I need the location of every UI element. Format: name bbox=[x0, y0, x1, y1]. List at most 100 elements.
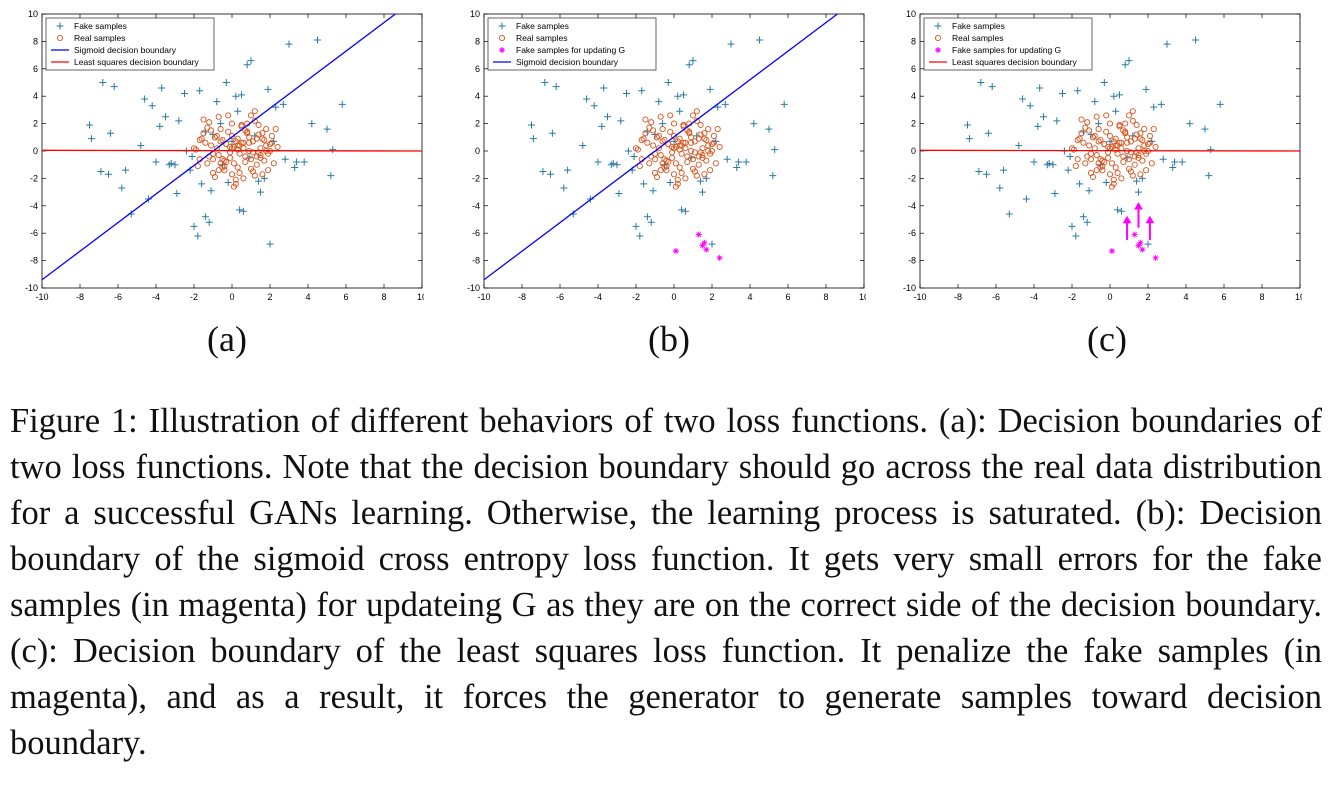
legend-entry-label: Real samples bbox=[74, 33, 126, 43]
fake-sample-point bbox=[137, 142, 145, 150]
legend-box bbox=[923, 17, 1093, 71]
real-sample-point bbox=[676, 142, 683, 149]
real-sample-point bbox=[642, 116, 649, 123]
real-sample-point bbox=[1148, 160, 1155, 167]
real-sample-point bbox=[667, 112, 674, 119]
magenta-sample-point bbox=[1135, 242, 1142, 249]
fake-sample-point bbox=[721, 100, 729, 108]
fake-sample-point bbox=[148, 102, 156, 110]
real-sample-point bbox=[1074, 156, 1081, 163]
real-sample-point bbox=[242, 153, 249, 160]
fake-sample-point bbox=[996, 184, 1004, 192]
real-sample-point bbox=[1146, 132, 1153, 139]
fake-sample-point bbox=[1066, 152, 1074, 160]
real-sample-point bbox=[194, 163, 201, 170]
real-sample-point bbox=[1125, 112, 1133, 119]
real-sample-point bbox=[714, 126, 721, 133]
fake-sample-point bbox=[590, 102, 598, 110]
real-sample-point bbox=[265, 167, 272, 174]
fake-sample-point bbox=[615, 189, 623, 197]
fake-sample-point bbox=[1133, 177, 1141, 185]
real-sample-point bbox=[1078, 130, 1085, 137]
fake-sample-point bbox=[1171, 158, 1179, 166]
real-sample-point bbox=[693, 108, 700, 115]
fake-sample-point bbox=[1135, 188, 1142, 196]
real-sample-point bbox=[1106, 132, 1114, 139]
real-sample-point bbox=[196, 136, 203, 144]
legend-marker-fake bbox=[498, 22, 506, 30]
fake-sample-point bbox=[97, 168, 105, 176]
real-sample-point bbox=[249, 149, 256, 156]
fake-sample-point bbox=[1059, 89, 1066, 97]
y-tick-label: 8 bbox=[33, 36, 38, 46]
fake-sample-point bbox=[224, 179, 232, 187]
real-sample-point bbox=[650, 127, 657, 134]
fake-sample-point bbox=[1030, 158, 1038, 166]
fake-sample-point bbox=[750, 120, 758, 128]
panel-label-a: (a) bbox=[207, 319, 247, 359]
least-squares-boundary-line bbox=[920, 149, 1300, 152]
fake-sample-point bbox=[188, 152, 196, 160]
least-squares-boundary-line bbox=[42, 149, 422, 152]
real-sample-point bbox=[238, 121, 245, 129]
fake-sample-point bbox=[175, 117, 183, 125]
fake-sample-point bbox=[727, 40, 735, 48]
real-sample-point bbox=[1089, 173, 1096, 181]
real-sample-point bbox=[1101, 141, 1108, 148]
fake-sample-point bbox=[1159, 155, 1167, 163]
y-tick-label: 2 bbox=[911, 119, 916, 129]
real-sample-point bbox=[705, 147, 712, 155]
fake-sample-point bbox=[685, 61, 693, 69]
fake-sample-point bbox=[232, 92, 240, 100]
real-sample-point bbox=[242, 158, 249, 166]
fake-sample-point bbox=[158, 84, 166, 92]
real-sample-point bbox=[705, 126, 712, 133]
legend-marker-real bbox=[498, 34, 506, 42]
fake-sample-point bbox=[1116, 91, 1123, 99]
real-sample-point bbox=[255, 121, 262, 129]
real-sample-point bbox=[234, 142, 241, 149]
fake-sample-point bbox=[1015, 142, 1023, 150]
fake-sample-point bbox=[264, 85, 272, 93]
real-sample-point bbox=[255, 149, 262, 156]
fake-sample-point bbox=[965, 135, 973, 143]
y-tick-label: 4 bbox=[475, 91, 480, 101]
fake-sample-point bbox=[676, 107, 684, 115]
fake-sample-point bbox=[1043, 161, 1051, 169]
legend-marker-magenta bbox=[935, 47, 941, 53]
real-sample-point bbox=[1137, 130, 1144, 137]
x-tick-label: -2 bbox=[190, 292, 198, 302]
real-sample-point bbox=[691, 168, 698, 175]
x-tick-label: 6 bbox=[343, 292, 348, 302]
fake-sample-point bbox=[664, 79, 672, 86]
legend-entry-label: Least squares decision boundary bbox=[74, 57, 199, 67]
y-tick-label: -10 bbox=[25, 283, 38, 293]
fake-sample-point bbox=[1083, 218, 1091, 226]
x-tick-label: 8 bbox=[1259, 292, 1264, 302]
real-sample-point bbox=[710, 132, 717, 139]
fake-sample-point bbox=[228, 137, 236, 145]
x-tick-label: 4 bbox=[747, 292, 752, 302]
real-sample-point bbox=[701, 171, 708, 178]
real-sample-point bbox=[1152, 143, 1159, 150]
real-sample-point bbox=[1080, 139, 1087, 146]
fake-sample-point bbox=[594, 158, 602, 166]
real-sample-point bbox=[225, 128, 232, 135]
real-sample-point bbox=[217, 126, 224, 133]
fake-sample-point bbox=[1051, 189, 1059, 197]
real-sample-point bbox=[221, 157, 228, 164]
fake-sample-point bbox=[338, 100, 346, 108]
fake-sample-point bbox=[279, 100, 287, 108]
legend-marker-real bbox=[56, 34, 64, 42]
fake-sample-point bbox=[1072, 232, 1080, 240]
fake-sample-point bbox=[964, 121, 971, 129]
figure-caption: Figure 1: Illustration of different beha… bbox=[10, 402, 1322, 762]
fake-sample-point bbox=[122, 166, 130, 174]
fake-sample-point bbox=[1095, 120, 1103, 128]
real-sample-point bbox=[1093, 152, 1100, 159]
real-sample-point bbox=[693, 117, 700, 124]
magenta-sample-point bbox=[703, 246, 710, 253]
y-tick-label: 6 bbox=[33, 64, 38, 74]
fake-sample-point bbox=[118, 184, 126, 192]
fake-sample-point bbox=[196, 87, 204, 95]
